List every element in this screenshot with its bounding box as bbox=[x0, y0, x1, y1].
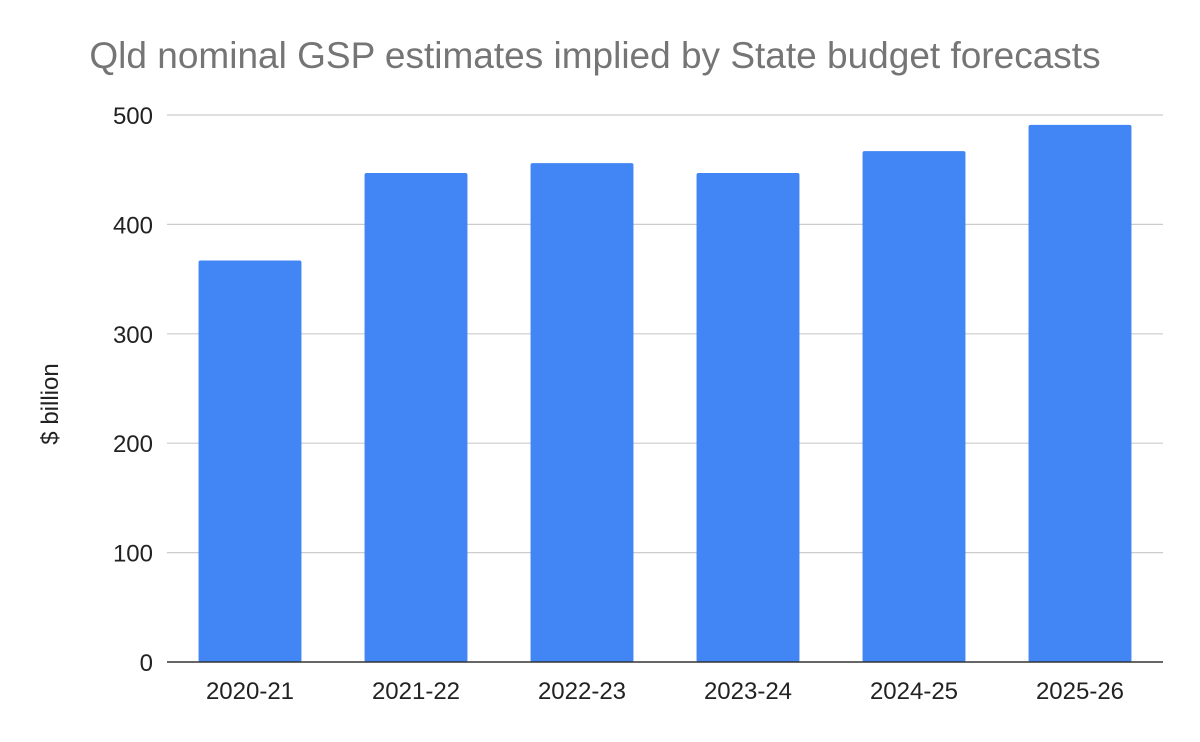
y-tick-label: 300 bbox=[113, 322, 153, 349]
y-tick-label: 500 bbox=[113, 103, 153, 130]
x-tick-label: 2024-25 bbox=[870, 678, 958, 705]
x-tick-label: 2023-24 bbox=[704, 678, 792, 705]
bar-2022-23 bbox=[530, 163, 634, 663]
x-axis-ticks: 2020-21 2021-22 2022-23 2023-24 2024-25 2025-… bbox=[206, 678, 1124, 705]
x-tick-label: 2021-22 bbox=[372, 678, 460, 705]
y-tick-label: 200 bbox=[113, 431, 153, 458]
bar-2025-26 bbox=[1028, 124, 1132, 662]
y-tick-label: 100 bbox=[113, 541, 153, 568]
bar-2020-21 bbox=[198, 260, 302, 662]
x-tick-label: 2022-23 bbox=[538, 678, 626, 705]
y-tick-label: 0 bbox=[140, 650, 153, 677]
bar-2023-24 bbox=[696, 172, 800, 662]
gridlines bbox=[167, 114, 1163, 554]
bar-2021-22 bbox=[364, 172, 468, 662]
y-tick-label: 400 bbox=[113, 212, 153, 239]
chart-title: Qld nominal GSP estimates implied by Sta… bbox=[89, 35, 1100, 76]
y-axis-ticks: 0 100 200 300 400 500 bbox=[113, 103, 153, 677]
x-tick-label: 2020-21 bbox=[206, 678, 294, 705]
bar-2024-25 bbox=[862, 151, 966, 663]
bars bbox=[198, 124, 1132, 663]
y-axis-label: $ billion bbox=[37, 363, 64, 444]
x-tick-label: 2025-26 bbox=[1036, 678, 1124, 705]
